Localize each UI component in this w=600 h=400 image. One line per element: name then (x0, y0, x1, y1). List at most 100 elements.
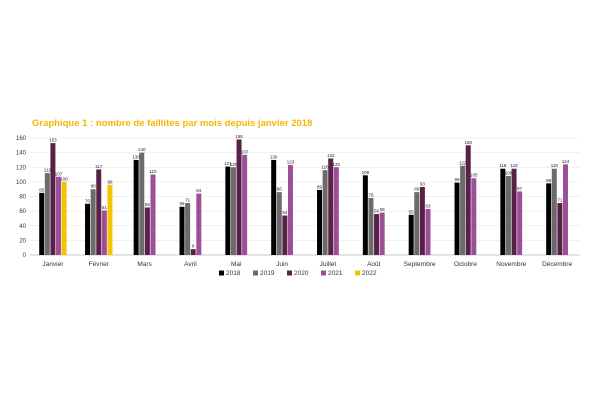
grid-lines (30, 137, 580, 256)
bar-2020-Mai (236, 139, 242, 255)
bar-2018-Novembre (500, 168, 506, 255)
y-tick-label: 60 (19, 209, 26, 215)
data-label: 71 (557, 198, 563, 203)
legend-swatch-2020 (287, 270, 292, 276)
legend-swatch-2018 (219, 270, 224, 276)
data-label: 117 (95, 164, 103, 169)
data-label: 99 (455, 177, 461, 182)
data-labels: 8511215310710070901176196130140651106671… (39, 134, 570, 249)
data-label: 118 (499, 163, 507, 168)
bar-2020-Mars (144, 207, 150, 255)
data-label: 105 (470, 173, 478, 178)
bar-2018-Février (85, 203, 91, 255)
legend-label: 2020 (294, 270, 309, 277)
bar-2021-Septembre (425, 208, 431, 255)
bar-2021-Janvier (56, 176, 62, 255)
data-label: 107 (55, 171, 63, 176)
data-label: 70 (85, 198, 91, 203)
y-tick-label: 120 (16, 165, 27, 171)
legend-label: 2018 (226, 270, 241, 277)
data-label: 93 (420, 181, 426, 186)
bar-2019-Mai (230, 167, 236, 255)
data-label: 112 (44, 168, 52, 173)
data-label: 118 (551, 163, 559, 168)
category-label: Août (367, 261, 381, 268)
data-label: 58 (380, 207, 386, 212)
bar-2021-Mai (242, 154, 248, 255)
bar-2021-Avril (196, 193, 202, 255)
data-label: 132 (327, 153, 335, 158)
category-label: Septembre (404, 261, 436, 268)
legend-swatch-2021 (321, 270, 326, 276)
data-label: 55 (409, 209, 415, 214)
data-label: 84 (196, 188, 202, 193)
legend: 2018 2019 2020 2021 2022 (219, 270, 377, 277)
y-tick-label: 140 (16, 151, 27, 157)
bar-2019-Février (90, 189, 96, 255)
bar-2022-Janvier (61, 181, 67, 255)
category-label: Juin (276, 261, 288, 268)
legend-swatch-2019 (253, 270, 258, 276)
data-label: 87 (517, 186, 523, 191)
bar-2020-Décembre (557, 203, 563, 255)
data-label: 123 (287, 160, 295, 165)
category-label: Octobre (454, 261, 478, 268)
bar-2019-Juin (276, 192, 282, 255)
data-label: 90 (91, 184, 97, 189)
data-label: 140 (138, 147, 146, 152)
data-label: 100 (60, 176, 68, 181)
bar-2021-Novembre (517, 191, 523, 255)
bar-2020-Février (96, 169, 102, 255)
chart-title: Graphique 1 : nombre de faillites par mo… (32, 118, 313, 129)
data-label: 71 (185, 198, 191, 203)
data-label: 96 (107, 179, 113, 184)
bar-2018-Décembre (546, 183, 552, 255)
bar-2018-Avril (179, 206, 185, 255)
data-label: 86 (414, 187, 420, 192)
data-label: 130 (270, 154, 278, 159)
data-label: 121 (224, 161, 232, 166)
category-label: Avril (184, 261, 197, 268)
bar-2018-Juin (271, 159, 277, 255)
data-label: 137 (241, 149, 249, 154)
data-label: 120 (230, 162, 238, 167)
data-label: 65 (145, 202, 151, 207)
bar-2021-Décembre (562, 164, 568, 255)
data-label: 98 (546, 178, 552, 183)
y-tick-label: 20 (19, 238, 26, 244)
bar-2020-Octobre (465, 145, 471, 255)
bar-2021-Février (101, 210, 107, 255)
legend-label: 2021 (328, 270, 343, 277)
bar-2018-Janvier (39, 192, 45, 255)
data-label: 153 (49, 138, 57, 143)
data-label: 130 (132, 154, 140, 159)
bar-2019-Janvier (44, 173, 50, 255)
bar-2018-Octobre (454, 182, 460, 255)
y-tick-label: 40 (19, 224, 26, 230)
bar-2021-Juin (287, 165, 293, 255)
bar-2018-Septembre (408, 214, 414, 255)
category-label: Mai (231, 261, 241, 268)
data-label: 110 (149, 169, 157, 174)
category-label: Décembre (542, 261, 572, 268)
data-label: 8 (192, 244, 195, 249)
bar-2020-Juin (282, 215, 288, 255)
category-label: Juillet (320, 261, 337, 268)
data-label: 85 (39, 187, 45, 192)
bar-2018-Août (362, 175, 368, 255)
bar-2018-Mars (133, 159, 139, 255)
bar-2018-Mai (225, 166, 231, 255)
data-label: 109 (362, 170, 370, 175)
bar-2019-Avril (185, 203, 191, 255)
bar-2020-Avril (190, 249, 196, 255)
legend-label: 2019 (260, 270, 275, 277)
category-label: Novembre (496, 261, 526, 268)
bar-2020-Août (374, 214, 380, 255)
bar-2021-Août (379, 212, 385, 255)
data-label: 54 (282, 210, 288, 215)
bar-2021-Juillet (333, 167, 339, 255)
category-label: Mars (137, 261, 152, 268)
data-label: 150 (464, 140, 472, 145)
data-label: 61 (102, 205, 108, 210)
bar-2019-Août (368, 197, 374, 255)
